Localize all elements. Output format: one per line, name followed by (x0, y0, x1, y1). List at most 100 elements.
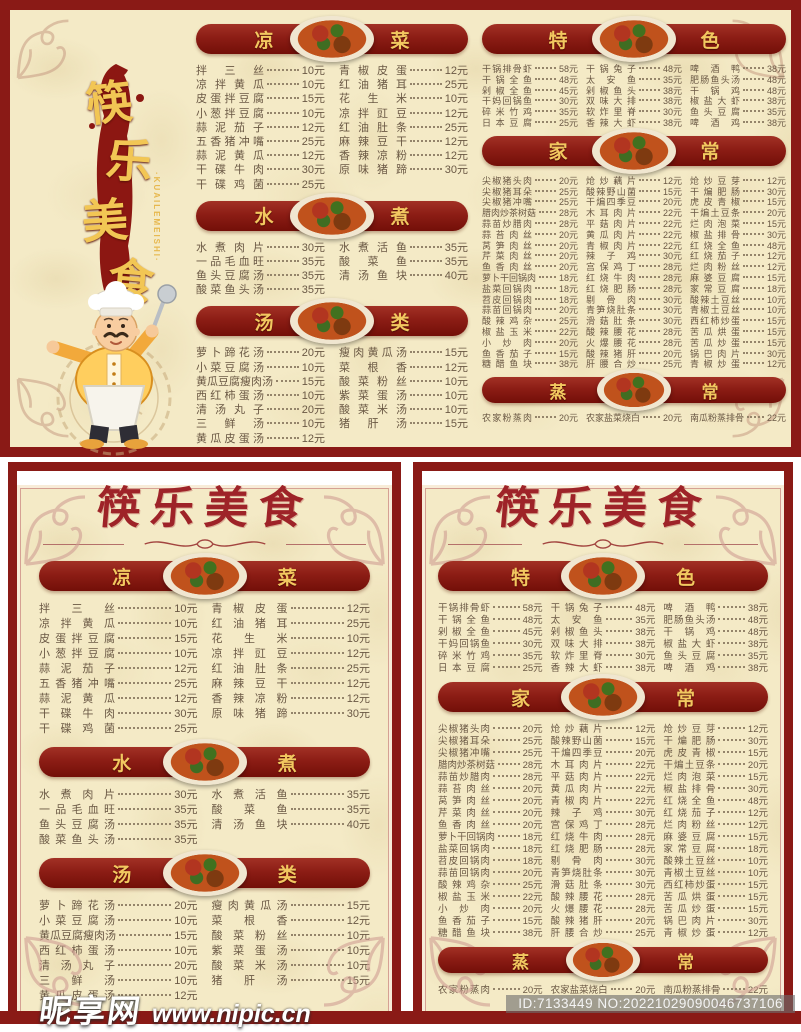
dish-price: 15元 (747, 892, 768, 904)
dotted-leader (605, 606, 633, 609)
dish-price: 38元 (635, 639, 656, 651)
dish-name: 酸辣野山菌 (586, 186, 636, 197)
dish-price: 35元 (301, 255, 325, 268)
dotted-leader (605, 642, 633, 645)
dish-price: 28元 (662, 272, 682, 283)
dish-price: 38元 (766, 96, 786, 107)
dish-name: 小葱拌豆腐 (39, 648, 115, 661)
dotted-leader (743, 351, 764, 354)
dish-price: 30元 (522, 639, 543, 651)
dotted-leader (639, 254, 660, 257)
dish-price: 15元 (301, 93, 325, 106)
dotted-leader (605, 931, 633, 934)
menu-item: 腊肉炒茶树菇 28元 (482, 206, 578, 218)
menu-item: 辣子鸡 30元 (550, 805, 656, 820)
menu-item: 炝炒藕片 12元 (586, 174, 682, 186)
dish-name: 原味猪蹄 (211, 708, 288, 721)
dish-name: 家常豆腐 (663, 844, 716, 856)
menu-item: 剁椒全鱼 45元 (482, 84, 578, 96)
dotted-leader (267, 394, 299, 396)
dish-price: 10元 (174, 648, 198, 661)
menu-item: 蒜苗炒腊肉 28元 (482, 217, 578, 229)
dish-name: 剁椒鱼头 (550, 627, 603, 639)
dotted-leader (605, 775, 633, 778)
menu-item: 麻婆豆腐 15元 (663, 829, 768, 843)
dotted-leader (118, 949, 172, 952)
dish-name: 椒盐大虾 (690, 96, 740, 107)
dish-name: 红油猪耳 (211, 618, 288, 631)
dotted-leader (267, 288, 299, 291)
dotted-leader (747, 416, 764, 419)
dotted-leader (639, 297, 660, 300)
dotted-leader (493, 751, 520, 754)
dotted-leader (535, 329, 556, 332)
section-label: 家 (548, 141, 568, 164)
menu-item: 椒盐大虾 38元 (663, 636, 768, 650)
dish-name: 烂肉粉丝 (690, 262, 740, 273)
dotted-leader (493, 787, 520, 790)
menu-item: 椒盐排骨 30元 (663, 781, 768, 795)
dish-name: 芹菜肉丝 (482, 251, 532, 262)
menu-item: 农家盐菜烧白 20元 (586, 411, 682, 423)
dish-name: 黄瓜豆腐瘦肉汤 (39, 930, 116, 943)
dotted-leader (743, 329, 764, 332)
dish-price: 15元 (558, 348, 578, 359)
section-label: 家 (510, 687, 530, 710)
menu-item: 红烧牛肉 28元 (550, 829, 656, 844)
dish-name: 干锅兔子 (586, 64, 636, 74)
menu-item: 啤酒鸭 38元 (663, 600, 768, 614)
dish-price: 25元 (635, 928, 656, 940)
dotted-leader (639, 67, 660, 69)
dish-plate-icon (290, 16, 374, 62)
section-header-tese: 特 色 (482, 16, 786, 62)
menu-item: 红烧茄子 12元 (690, 249, 786, 261)
menu-item: 菜根香 12元 (212, 912, 371, 927)
menu-item-list: 干锅排骨虾 58元 干锅全鱼 48元 剁椒全鱼 45元 干妈回锅鱼 30元 碎米竹鸡 35元 日本豆… (438, 600, 543, 674)
dotted-leader (718, 606, 745, 609)
dish-price: 10元 (174, 618, 198, 631)
dotted-leader (535, 416, 556, 419)
dish-price: 10元 (301, 361, 325, 374)
dotted-leader (605, 666, 633, 669)
dish-name: 辣子鸡 (550, 808, 603, 820)
dotted-leader (535, 243, 556, 246)
dotted-leader (639, 211, 660, 214)
dotted-leader (118, 607, 172, 610)
dotted-leader (639, 243, 660, 246)
dotted-leader (118, 994, 172, 997)
dotted-leader (290, 919, 344, 922)
dish-name: 青椒肉片 (550, 796, 603, 808)
dotted-leader (118, 793, 172, 796)
section-label: 特 (548, 29, 568, 52)
dish-price: 25元 (558, 316, 578, 327)
menu-item: 干妈回锅鱼 30元 (438, 636, 543, 651)
dish-name: 糖醋鱼块 (482, 359, 532, 370)
dish-name: 苕皮回锅肉 (482, 294, 532, 305)
dish-name: 红烧牛肉 (550, 832, 603, 844)
dotted-leader (290, 808, 344, 811)
menu-item: 蒜苗回锅肉 20元 (482, 303, 578, 315)
dish-name: 尖椒猪冲嘴 (438, 748, 490, 760)
dotted-leader (118, 697, 172, 700)
menu-item: 酸辣野山菌 15元 (586, 185, 682, 197)
section-header-liangcai: 凉 菜 (196, 16, 468, 62)
menu-item: 水煮活鱼 35元 (339, 239, 468, 254)
dotted-leader (267, 259, 299, 262)
dish-name: 鱼香茄子 (438, 916, 490, 928)
dish-name: 麻辣豆干 (339, 135, 407, 148)
dotted-leader (118, 964, 172, 967)
dotted-leader (605, 654, 633, 657)
dish-price: 38元 (635, 627, 656, 639)
section-label: 常 (677, 952, 694, 973)
dotted-leader (718, 919, 745, 922)
dish-price: 30元 (766, 229, 786, 240)
dotted-leader (718, 618, 745, 621)
menu-item: 麻辣豆干 12元 (339, 133, 468, 148)
dotted-leader (410, 351, 442, 354)
dish-price: 20元 (558, 251, 578, 262)
bottom-red-strip (0, 1011, 801, 1024)
dish-name: 萝卜干回锅肉 (482, 272, 537, 283)
section-label: 类 (390, 311, 410, 334)
section-label: 煮 (390, 206, 410, 229)
dish-plate-icon (290, 192, 374, 239)
